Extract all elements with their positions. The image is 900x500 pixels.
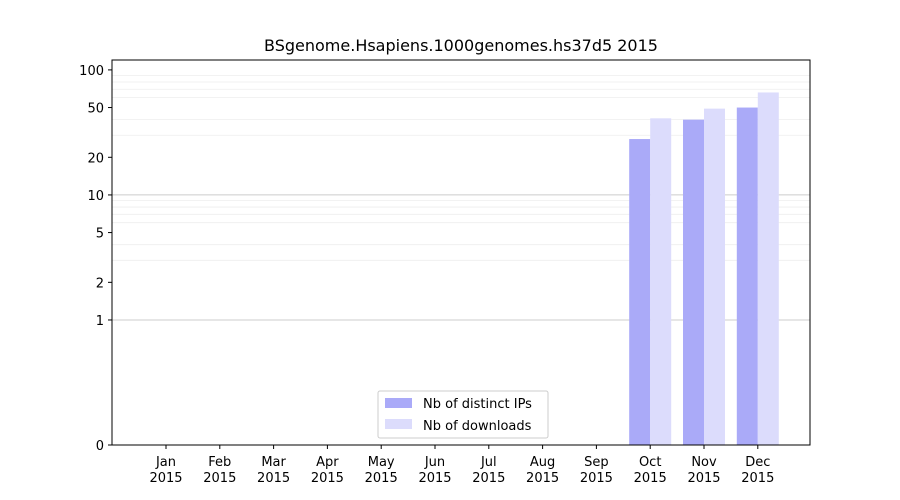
y-tick-label: 5: [96, 227, 104, 242]
x-tick-label: Nov 2015: [687, 455, 720, 486]
x-tick-label: Apr 2015: [311, 455, 344, 486]
x-axis: Jan 2015 Feb 2015 Mar 2015 Apr 2015 May 2015 Jun 20…: [149, 445, 774, 486]
y-tick-label: 50: [87, 102, 104, 117]
x-tick-label: Sep 2015: [580, 455, 613, 486]
x-tick-label: Mar 2015: [257, 455, 290, 486]
legend-label-distinct-ips: Nb of distinct IPs: [423, 397, 532, 412]
bar-distinct-ips: [629, 139, 651, 445]
legend: Nb of distinct IPs Nb of downloads: [377, 390, 549, 439]
y-tick-label: 10: [87, 189, 104, 204]
plot-frame: [111, 59, 811, 446]
x-tick-label: Dec 2015: [741, 455, 774, 486]
y-tick-label: 20: [87, 151, 104, 166]
chart-title: BSgenome.Hsapiens.1000genomes.hs37d5 201…: [264, 36, 658, 55]
x-tick-label: Feb 2015: [203, 455, 236, 486]
x-tick-label: Aug 2015: [526, 455, 559, 486]
y-tick-label: 2: [96, 276, 104, 291]
legend-swatch-downloads: [385, 419, 412, 429]
y-tick-label: 1: [96, 314, 104, 329]
y-tick-label: 100: [79, 64, 104, 79]
x-tick-label: Jun 2015: [418, 455, 451, 486]
bar-downloads: [757, 92, 779, 446]
x-tick-label: Jan 2015: [149, 455, 182, 486]
legend-label-downloads: Nb of downloads: [423, 419, 532, 434]
bar-downloads: [704, 108, 725, 445]
legend-box: [377, 390, 549, 439]
x-tick-label: Jul 2015: [472, 455, 505, 486]
x-tick-label: Oct 2015: [634, 455, 667, 486]
bar-downloads: [650, 118, 672, 445]
bar-distinct-ips: [736, 107, 758, 446]
bar-distinct-ips: [683, 119, 704, 446]
legend-swatch-distinct-ips: [385, 398, 412, 408]
y-tick-label: 0: [96, 439, 104, 454]
y-axis: 0 1 2 5 10 20 50 100: [79, 64, 112, 454]
bars: [629, 92, 779, 446]
x-tick-label: May 2015: [365, 455, 398, 486]
